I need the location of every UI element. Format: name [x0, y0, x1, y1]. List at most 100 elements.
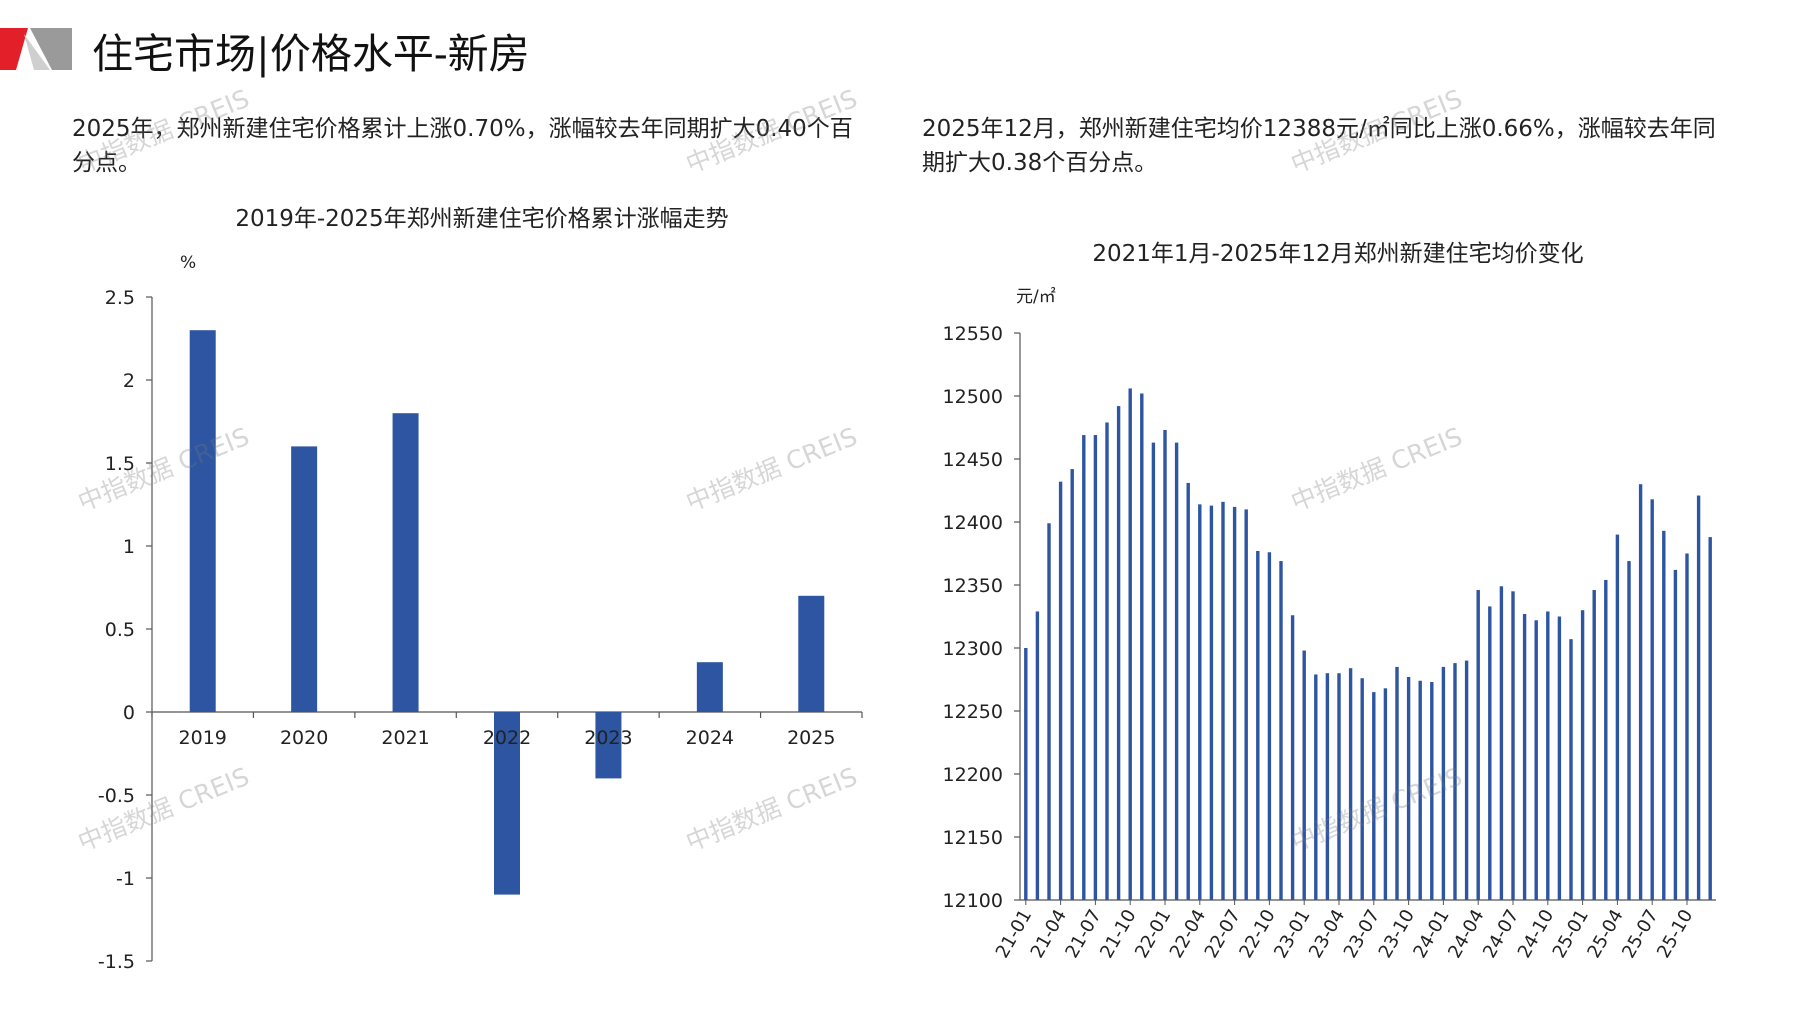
- bar-23-04: [1337, 673, 1341, 900]
- y-tick-label: 0.5: [105, 619, 135, 641]
- bar-23-05: [1348, 668, 1353, 900]
- bar-22-12: [1290, 615, 1295, 900]
- bar-24-09: [1534, 620, 1538, 900]
- bar-23-06: [1360, 678, 1364, 900]
- bar-25-01: [1580, 610, 1585, 900]
- bar-21-05: [1070, 469, 1074, 900]
- bar-25-12: [1708, 537, 1712, 900]
- brand-logo: [0, 28, 72, 70]
- y-tick-label: 12200: [943, 764, 1003, 786]
- bar-22-02: [1174, 442, 1179, 900]
- bar-21-10: [1128, 388, 1132, 900]
- bar-25-09: [1673, 569, 1678, 900]
- bar-23-11: [1418, 680, 1422, 900]
- bar-2021: [392, 413, 419, 712]
- x-tick-label: 2019: [179, 727, 227, 749]
- bar-24-03: [1464, 660, 1469, 900]
- y-tick-label: 12300: [943, 638, 1003, 660]
- y-axis-unit: %: [180, 253, 196, 273]
- chart-title: 2021年1月-2025年12月郑州新建住宅均价变化: [1092, 241, 1583, 267]
- left-description: 2025年，郑州新建住宅价格累计上涨0.70%，涨幅较去年同期扩大0.40个百分…: [72, 116, 853, 176]
- x-tick-label: 2022: [483, 727, 531, 749]
- bar-24-06: [1499, 586, 1504, 900]
- bar-21-12: [1151, 442, 1156, 900]
- bar-25-06: [1638, 484, 1643, 900]
- bar-25-02: [1592, 590, 1596, 900]
- bar-2023: [595, 712, 622, 779]
- bar-22-04: [1198, 504, 1202, 900]
- bar-24-10: [1546, 611, 1550, 900]
- bar-2025: [798, 595, 825, 712]
- bar-23-02: [1314, 674, 1318, 900]
- x-tick-label: 25-10: [1653, 906, 1697, 962]
- bar-22-03: [1186, 482, 1190, 900]
- bar-25-07: [1650, 499, 1654, 900]
- page-title: 住宅市场|价格水平-新房: [92, 30, 530, 78]
- bar-25-03: [1604, 579, 1608, 900]
- x-tick-label: 2023: [584, 727, 632, 749]
- bar-23-03: [1325, 673, 1330, 900]
- bar-22-05: [1209, 505, 1214, 900]
- bar-23-01: [1302, 650, 1306, 900]
- x-tick-label: 2020: [280, 727, 328, 749]
- chart-title: 2019年-2025年郑州新建住宅价格累计涨幅走势: [235, 206, 728, 232]
- bar-22-06: [1221, 501, 1225, 900]
- bar-22-09: [1256, 550, 1260, 900]
- y-tick-label: 12350: [943, 575, 1003, 597]
- bar-25-08: [1662, 530, 1666, 900]
- y-tick-label: 12100: [943, 890, 1003, 912]
- y-tick-label: 2.5: [105, 287, 135, 309]
- bar-2024: [696, 662, 723, 712]
- bar-2022: [494, 712, 520, 895]
- bar-24-02: [1453, 663, 1457, 900]
- bar-21-01: [1024, 648, 1028, 900]
- bar-25-04: [1615, 534, 1620, 900]
- y-tick-label: 0: [123, 702, 135, 724]
- bar-22-07: [1232, 506, 1237, 900]
- y-tick-label: 12250: [943, 701, 1003, 723]
- bar-23-07: [1372, 692, 1376, 900]
- bar-23-09: [1395, 666, 1399, 900]
- bar-2019: [189, 330, 216, 712]
- bar-21-09: [1116, 406, 1121, 900]
- y-tick-label: 12550: [943, 323, 1003, 345]
- right-description: 2025年12月，郑州新建住宅均价12388元/㎡同比上涨0.66%，涨幅较去年…: [922, 116, 1716, 176]
- bar-21-11: [1140, 393, 1144, 900]
- bar-25-11: [1696, 495, 1701, 900]
- bar-2020: [291, 446, 318, 712]
- x-tick-label: 2025: [787, 727, 835, 749]
- bar-25-10: [1685, 553, 1689, 900]
- bar-23-12: [1430, 682, 1434, 900]
- y-tick-label: 1.5: [105, 453, 135, 475]
- bar-23-10: [1406, 676, 1411, 900]
- bar-25-05: [1627, 561, 1631, 900]
- bar-21-06: [1082, 435, 1086, 900]
- bar-24-11: [1557, 616, 1562, 900]
- cumulative-growth-bar-chart: 2019年-2025年郑州新建住宅价格累计涨幅走势% 2.5 2 1.5 1 0.5 0 -0…: [98, 206, 863, 973]
- bar-24-08: [1522, 613, 1527, 900]
- x-tick-label: 2021: [381, 727, 429, 749]
- bar-22-11: [1279, 561, 1283, 900]
- bar-21-07: [1093, 435, 1098, 900]
- bar-21-08: [1105, 422, 1109, 900]
- y-tick-label: 2: [123, 370, 135, 392]
- bar-21-03: [1047, 523, 1051, 900]
- y-tick-label: -1.5: [98, 951, 135, 973]
- bar-24-05: [1488, 606, 1492, 900]
- y-tick-label: -1: [116, 868, 135, 890]
- bar-22-10: [1267, 552, 1272, 900]
- y-tick-label: 12450: [943, 449, 1003, 471]
- bar-21-02: [1035, 611, 1040, 900]
- bar-24-07: [1511, 591, 1515, 900]
- y-tick-label: 12400: [943, 512, 1003, 534]
- y-tick-label: 12150: [943, 827, 1003, 849]
- y-axis-unit: 元/㎡: [1016, 287, 1056, 307]
- y-tick-label: -0.5: [98, 785, 135, 807]
- y-tick-label: 1: [123, 536, 135, 558]
- bar-22-08: [1244, 509, 1248, 900]
- bar-24-04: [1476, 590, 1480, 900]
- bar-22-01: [1163, 430, 1167, 900]
- bar-24-12: [1569, 639, 1573, 900]
- y-tick-label: 12500: [943, 386, 1003, 408]
